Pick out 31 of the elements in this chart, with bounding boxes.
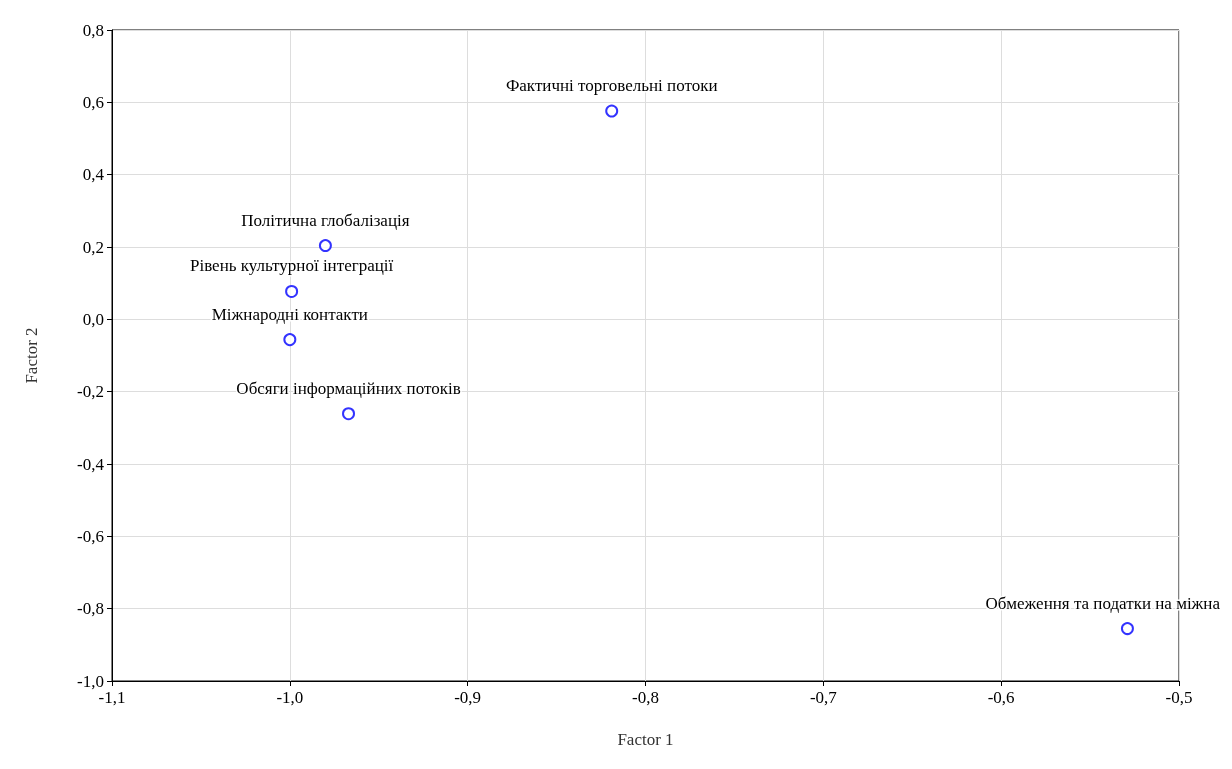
annotation: Міжнародні контакти: [211, 304, 368, 324]
x-tick-label: -0,8: [632, 688, 659, 707]
x-tick-label: -0,5: [1165, 688, 1193, 707]
x-axis-title: Factor 1: [617, 730, 674, 749]
x-tick-label: -1,1: [98, 688, 126, 707]
x-tick-label: -0,6: [987, 688, 1015, 707]
point: [342, 407, 356, 421]
point: [285, 284, 299, 298]
y-axis-title: Factor 2: [22, 327, 41, 384]
y-tick-label: 0,6: [82, 92, 104, 112]
point: [1120, 622, 1134, 636]
y-tick-label: -0,2: [77, 382, 104, 402]
x-tick-label: -0,9: [454, 688, 482, 707]
x-tick-label: -1,0: [276, 688, 304, 707]
y-tick-label: 0,8: [82, 20, 104, 40]
point: [283, 333, 297, 347]
y-tick-label: 0,4: [82, 165, 105, 185]
point: [318, 239, 332, 253]
y-tick-label: -1,0: [77, 671, 104, 691]
x-tick-label: -0,7: [809, 688, 838, 707]
annotation: Рівень культурної інтеграції: [189, 256, 394, 276]
y-tick-label: 0,2: [82, 237, 104, 257]
point: [605, 104, 619, 118]
annotation: Фактичні торговельні потоки: [505, 76, 718, 96]
y-tick-label: -0,4: [77, 454, 105, 474]
annotation: Політична глобалізація: [241, 210, 410, 230]
y-tick-label: -0,8: [77, 599, 104, 619]
annotation: Обсяги інформаційних потоків: [236, 378, 461, 398]
y-tick-label: -0,6: [77, 526, 104, 546]
annotation: Обмеження та податки на міжна: [985, 593, 1221, 613]
y-tick-label: 0,0: [82, 309, 104, 329]
